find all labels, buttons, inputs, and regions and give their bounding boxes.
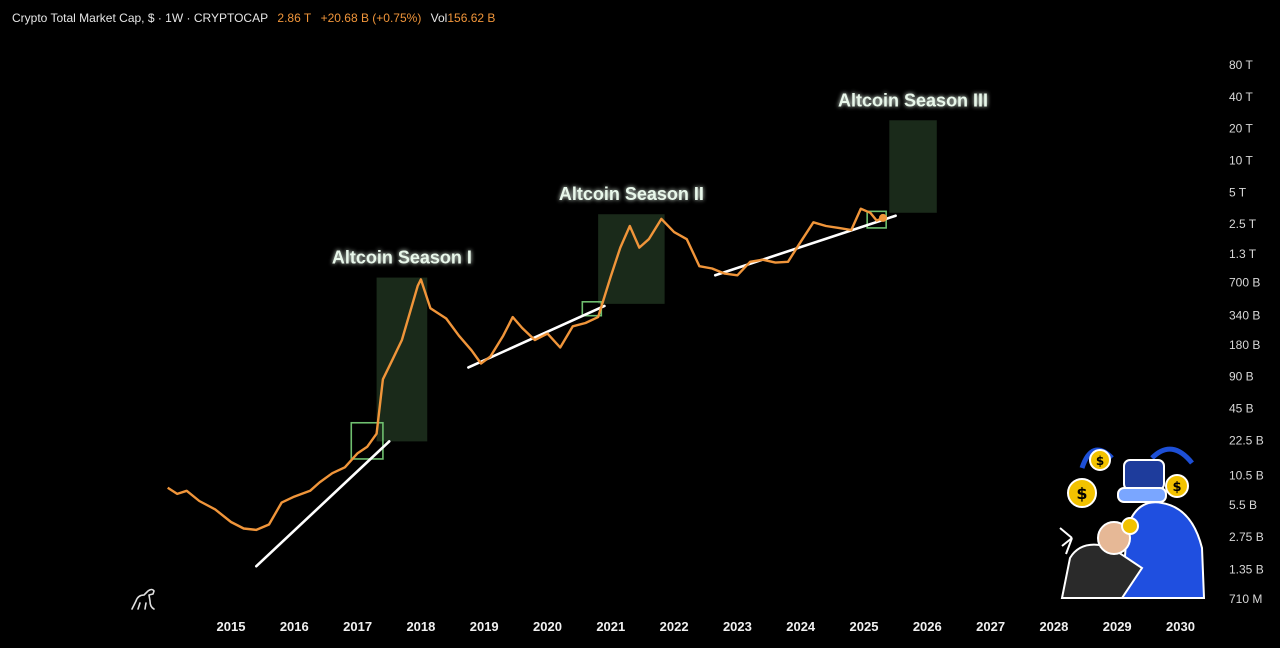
x-tick-label: 2021 (596, 619, 625, 634)
symbol-title: Crypto Total Market Cap, $ · 1W · CRYPTO… (12, 11, 269, 25)
y-tick-label: 22.5 B (1229, 433, 1264, 447)
trendline-1 (255, 440, 391, 568)
y-tick-label: 2.5 T (1229, 217, 1257, 231)
trendlines-layer (255, 214, 897, 568)
y-tick-label: 1.35 B (1229, 563, 1264, 577)
y-tick-label: 20 T (1229, 122, 1253, 136)
y-tick-label: 10 T (1229, 153, 1253, 167)
season-labels-layer: Altcoin Season I Altcoin Season II Altcoin… (332, 90, 988, 267)
x-tick-label: 2015 (217, 619, 246, 634)
y-tick-label: 90 B (1229, 370, 1254, 384)
season-boxes-layer (350, 120, 937, 460)
y-tick-label: 5 T (1229, 185, 1247, 199)
y-tick-label: 80 T (1229, 58, 1253, 72)
x-tick-label: 2017 (343, 619, 372, 634)
y-tick-label: 2.75 B (1229, 530, 1264, 544)
breakout-box-1 (350, 421, 384, 460)
y-tick-label: 340 B (1229, 309, 1260, 323)
x-tick-label: 2030 (1166, 619, 1195, 634)
x-tick-label: 2025 (850, 619, 879, 634)
x-tick-label: 2027 (976, 619, 1005, 634)
y-tick-label: 710 M (1229, 592, 1262, 606)
x-tick-label: 2029 (1103, 619, 1132, 634)
trendline-3 (713, 214, 897, 277)
y-axis: 80 T 40 T 20 T 10 T 5 T 2.5 T 1.3 T 700 B 340 B 1… (1229, 58, 1264, 606)
season-box-3 (889, 120, 937, 213)
x-tick-label: 2019 (470, 619, 499, 634)
last-price: 2.86 T (277, 11, 312, 25)
last-price-point (878, 213, 887, 222)
x-tick-label: 2026 (913, 619, 942, 634)
season-label-3: Altcoin Season III (838, 90, 988, 110)
season-box-1 (376, 277, 428, 442)
x-tick-label: 2020 (533, 619, 562, 634)
series-line-1 (167, 207, 884, 532)
x-tick-label: 2016 (280, 619, 309, 634)
svg-text:$: $ (1076, 484, 1087, 503)
season-label-1: Altcoin Season I (332, 248, 472, 268)
x-tick-label: 2024 (786, 619, 816, 634)
y-tick-label: 1.3 T (1229, 247, 1257, 261)
price-change: +20.68 B (+0.75%) (320, 11, 422, 25)
svg-text:$: $ (1096, 454, 1104, 468)
y-tick-label: 180 B (1229, 338, 1260, 352)
x-axis: 2015 2016 2017 2018 2019 2020 2021 2022 2023 2024… (217, 619, 1195, 634)
x-tick-label: 2023 (723, 619, 752, 634)
svg-text:$: $ (1172, 480, 1181, 495)
volume-label: Vol (430, 11, 448, 25)
season-label-2: Altcoin Season II (559, 184, 704, 204)
y-tick-label: 40 T (1229, 90, 1253, 104)
chart-header: Crypto Total Market Cap, $ · 1W · CRYPTO… (12, 11, 495, 25)
y-tick-label: 700 B (1229, 276, 1260, 290)
mascot-illustration-icon: $ $ $ (1058, 438, 1208, 602)
x-tick-label: 2028 (1039, 619, 1068, 634)
x-tick-label: 2018 (406, 619, 435, 634)
x-tick-label: 2022 (660, 619, 689, 634)
y-tick-label: 45 B (1229, 402, 1254, 416)
dinosaur-logo-icon (131, 588, 155, 610)
y-tick-label: 5.5 B (1229, 498, 1257, 512)
price-series-layer (167, 207, 887, 532)
y-tick-label: 10.5 B (1229, 468, 1264, 482)
volume-value: 156.62 B (447, 11, 496, 25)
